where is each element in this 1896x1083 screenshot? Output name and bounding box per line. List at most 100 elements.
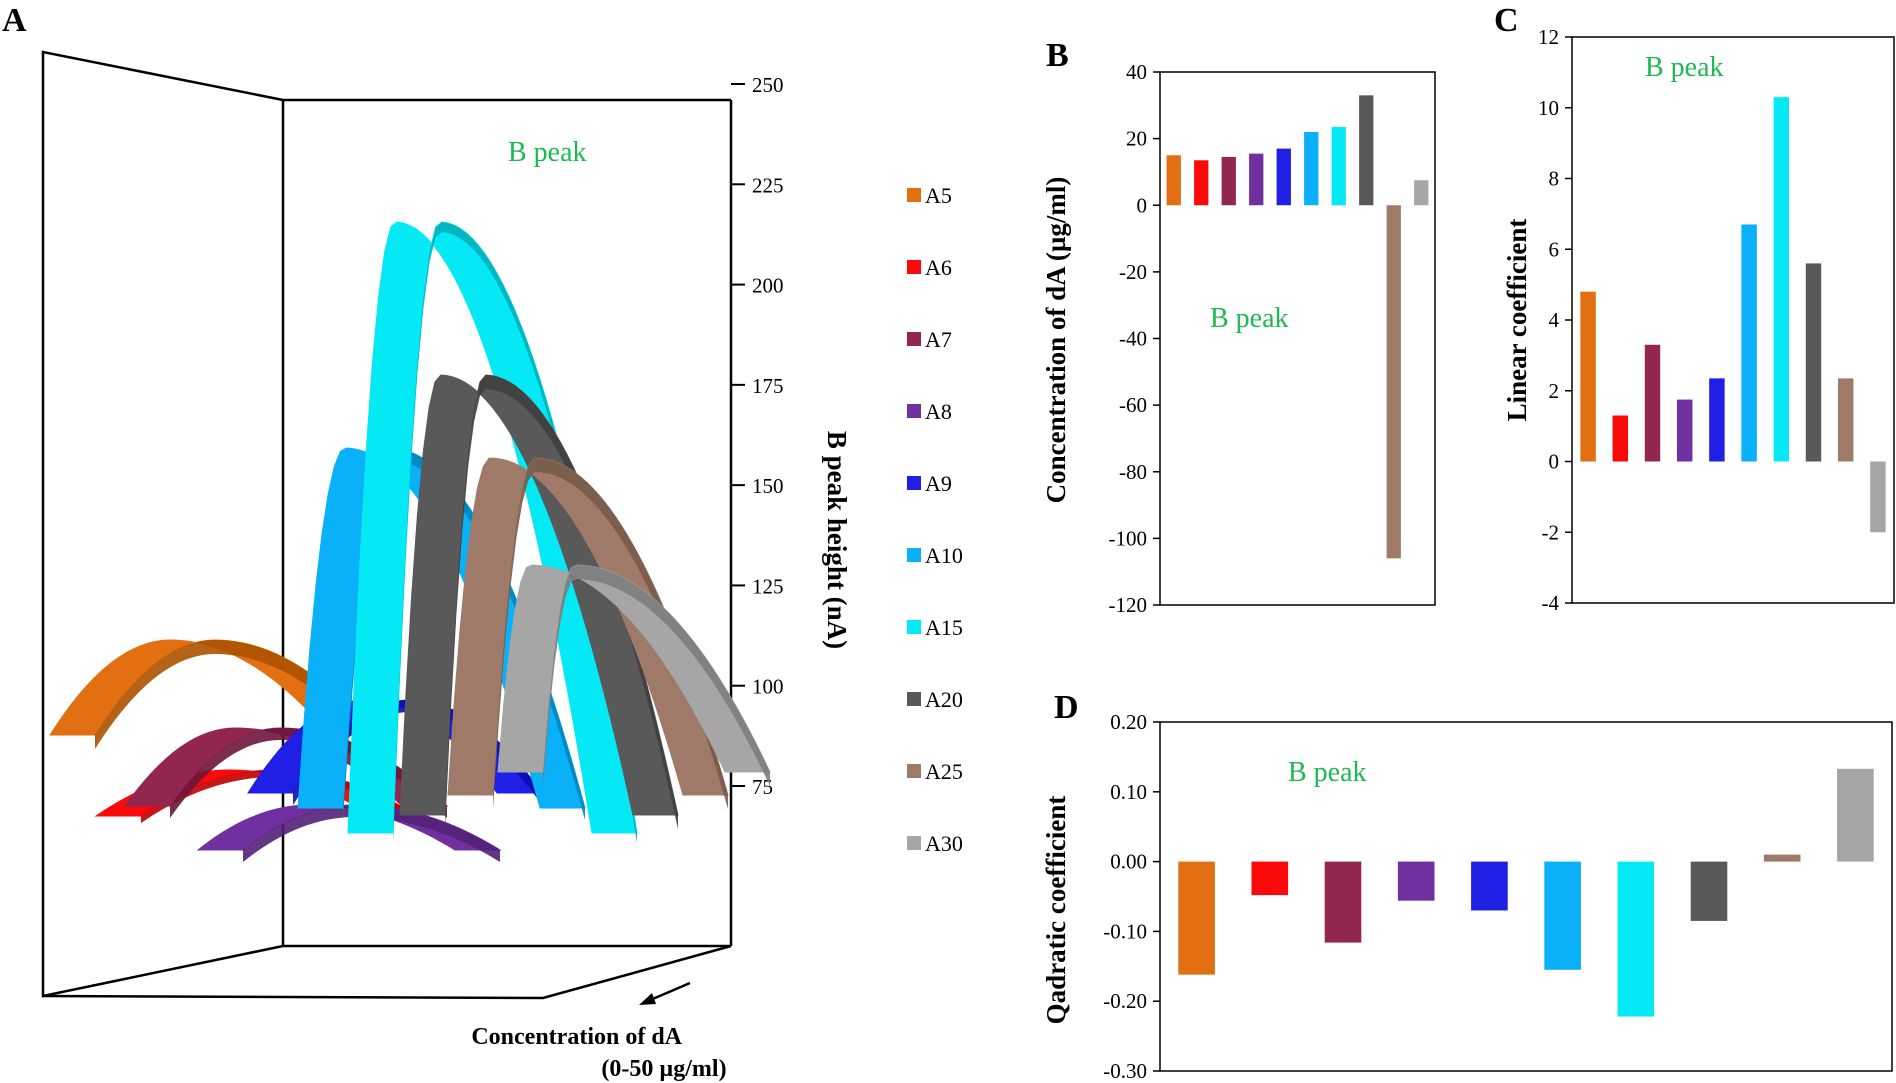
- panel-c-y-label: Linear coefficient: [1502, 219, 1532, 422]
- panel-d: D 0.20 0.10 0.00 -0.10 -0.20 -0.30 Qadratic c…: [1041, 689, 1893, 1083]
- y-tick-label: 0.10: [1110, 780, 1147, 804]
- bar-a10: [1544, 861, 1581, 970]
- ribbon-side: [170, 728, 447, 818]
- bar-a6: [1194, 160, 1209, 206]
- bar-a5: [1580, 291, 1596, 462]
- panel-b: B 40 20 0 -20 -40 -60 -80 -100 -120 Concentratio…: [1041, 37, 1436, 617]
- bar-a9: [1471, 861, 1508, 911]
- y-tick-label: 0: [1137, 193, 1148, 217]
- panel-a-z-tick-label: 100: [752, 675, 784, 699]
- panel-b-y-label: Concentration of dA (µg/ml): [1041, 177, 1071, 504]
- y-tick-label: 40: [1126, 60, 1147, 84]
- panel-d-plot: 0.20 0.10 0.00 -0.10 -0.20 -0.30: [1103, 710, 1874, 1083]
- panel-a-x-label-line2: (0-50 µg/ml): [601, 1056, 726, 1082]
- panel-d-label: D: [1054, 689, 1079, 726]
- bar-a7: [1644, 344, 1661, 462]
- y-tick-label: 20: [1126, 127, 1147, 151]
- y-tick-label: 0: [1549, 450, 1560, 474]
- panel-a-z-tick-label: 200: [752, 274, 784, 298]
- y-tick-label: -60: [1119, 393, 1147, 417]
- legend-swatch: [907, 548, 921, 562]
- legend-swatch: [907, 188, 921, 202]
- y-tick-label: 4: [1549, 308, 1560, 332]
- y-tick-label: -4: [1542, 591, 1560, 615]
- y-tick-label: -40: [1119, 327, 1147, 351]
- bar-a15: [1773, 97, 1790, 462]
- bar-a9: [1276, 148, 1291, 206]
- y-tick-label: -20: [1119, 260, 1147, 284]
- ribbon-side: [543, 565, 770, 786]
- panel-c-plot-frame: [1571, 36, 1895, 604]
- y-tick-label: -0.20: [1103, 989, 1147, 1013]
- y-tick-label: 6: [1549, 237, 1560, 261]
- legend-item-a6: A6: [907, 255, 952, 280]
- bar-a30: [1414, 180, 1429, 206]
- bar-a8: [1676, 399, 1693, 462]
- panel-a-label: A: [2, 2, 27, 39]
- legend-label: A20: [925, 687, 963, 712]
- legend-label: A5: [925, 183, 952, 208]
- panel-a-x-label-line1: Concentration of dA: [471, 1024, 682, 1050]
- arrow-icon: [639, 981, 691, 1005]
- y-tick-label: -2: [1542, 520, 1560, 544]
- legend: A5 A6 A7 A8 A9 A10 A15 A20 A25 A30: [907, 183, 963, 856]
- legend-label: A10: [925, 543, 963, 568]
- bar-a25: [1837, 378, 1854, 462]
- panel-a-ribbons: [49, 221, 771, 862]
- ribbon-a30: [497, 564, 771, 786]
- legend-swatch: [907, 692, 921, 706]
- y-tick-label: -0.10: [1103, 919, 1147, 943]
- panel-a-z-tick-label: 125: [752, 574, 784, 598]
- legend-swatch: [907, 404, 921, 418]
- panel-b-annotation: B peak: [1210, 303, 1289, 334]
- box-floor-front: [42, 944, 732, 1000]
- panel-a-box: [41, 50, 733, 1000]
- bar-a25: [1386, 205, 1401, 559]
- legend-item-a25: A25: [907, 759, 963, 784]
- panel-c: C 12 10 8 6 4 2 0 -2 -4 Linear coefficient B pea…: [1494, 2, 1895, 615]
- box-left-wall: [41, 50, 284, 998]
- bar-a6: [1251, 861, 1289, 896]
- legend-item-a5: A5: [907, 183, 952, 208]
- legend-swatch: [907, 620, 921, 634]
- panel-a-z-tick-label: 150: [752, 474, 784, 498]
- bar-a8: [1249, 153, 1264, 206]
- legend-swatch: [907, 836, 921, 850]
- ribbon-side: [95, 640, 375, 749]
- legend-swatch: [907, 476, 921, 490]
- ribbon-a20: [399, 374, 679, 829]
- panel-d-plot-frame: [1159, 721, 1893, 1072]
- panel-a-z-tick-label: 250: [752, 73, 784, 97]
- bar-a7: [1221, 156, 1236, 206]
- panel-c-plot: 12 10 8 6 4 2 0 -2 -4: [1538, 25, 1886, 615]
- panel-a-annotation: B peak: [508, 137, 587, 168]
- panel-a-z-tick-label: 175: [752, 374, 784, 398]
- y-tick-label: 12: [1538, 25, 1559, 49]
- bar-a30: [1837, 768, 1874, 862]
- bar-a15: [1617, 861, 1655, 1017]
- bar-a10: [1741, 224, 1757, 462]
- panel-b-label: B: [1046, 37, 1069, 74]
- y-tick-label: 10: [1538, 96, 1559, 120]
- bar-a5: [1166, 155, 1181, 206]
- legend-swatch: [907, 260, 921, 274]
- panel-d-annotation: B peak: [1288, 757, 1367, 788]
- bar-a20: [1690, 861, 1728, 921]
- legend-swatch: [907, 764, 921, 778]
- y-tick-label: -100: [1109, 526, 1148, 550]
- legend-item-a15: A15: [907, 615, 963, 640]
- panel-c-annotation: B peak: [1645, 52, 1724, 83]
- legend-swatch: [907, 332, 921, 346]
- ribbon-side: [141, 770, 417, 823]
- panel-a-z-tick-label: 225: [752, 173, 784, 197]
- y-tick-label: -0.30: [1103, 1059, 1147, 1083]
- legend-label: A6: [925, 255, 952, 280]
- legend-label: A25: [925, 759, 963, 784]
- ribbon-a7: [124, 727, 449, 818]
- legend-item-a30: A30: [907, 831, 963, 856]
- y-tick-label: 2: [1549, 379, 1560, 403]
- panel-d-y-label: Qadratic coefficient: [1041, 796, 1071, 1025]
- ribbon-a25: [447, 457, 729, 809]
- y-tick-label: -80: [1119, 460, 1147, 484]
